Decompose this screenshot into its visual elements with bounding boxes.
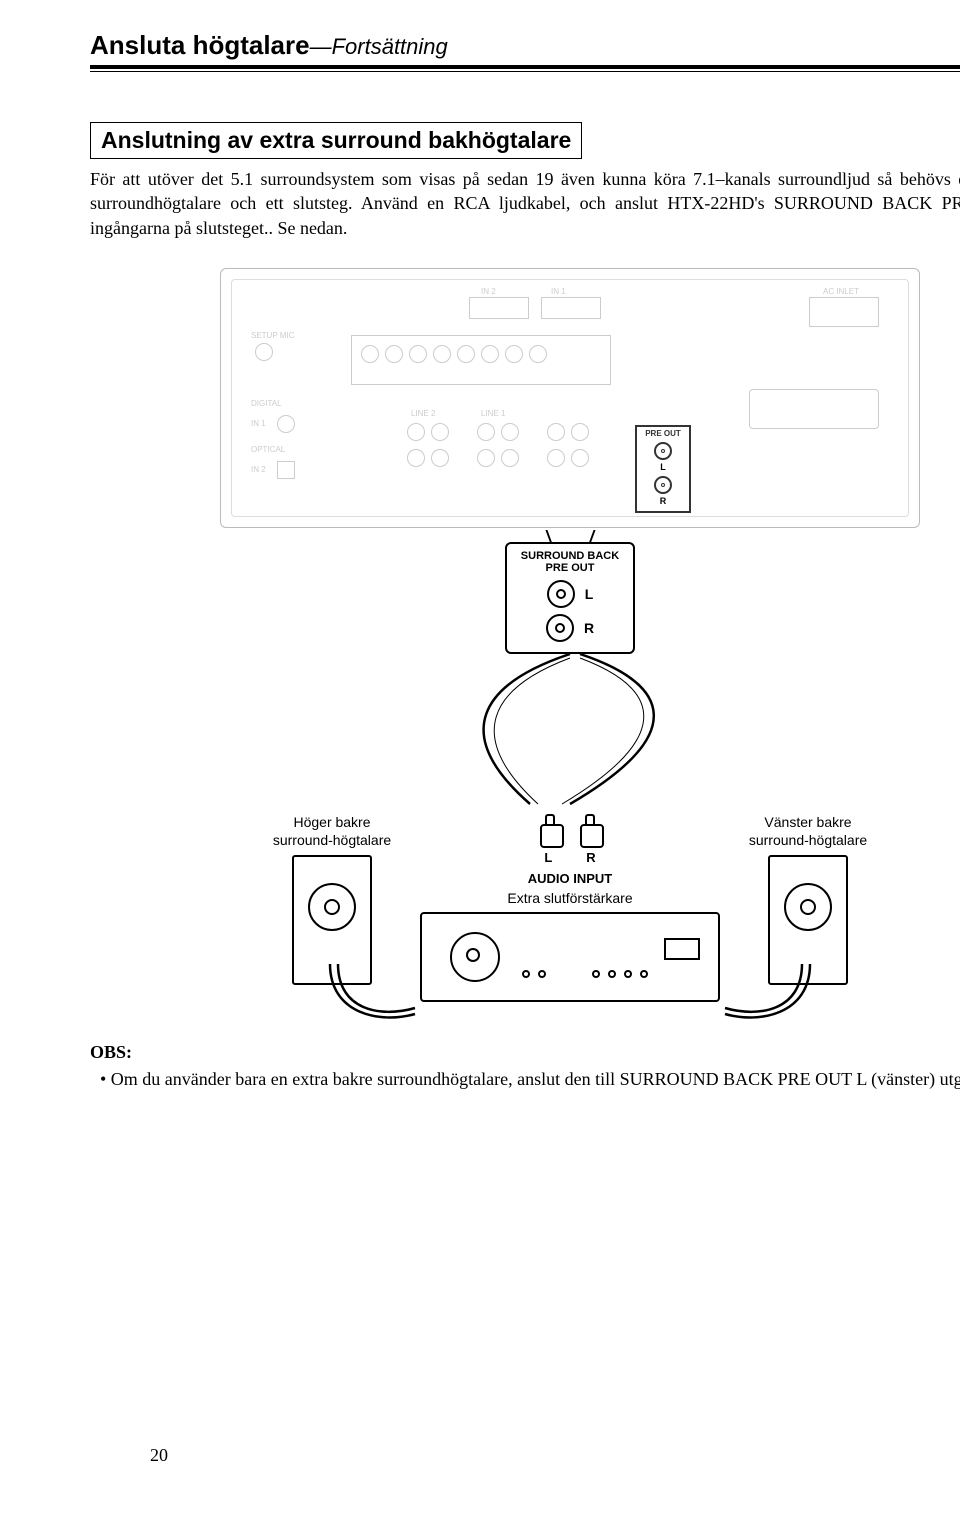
rca-jack-icon (547, 423, 565, 441)
panel-label: DIGITAL (251, 399, 282, 408)
amp-knob-icon (466, 948, 480, 962)
amp-label: Extra slutförstärkare (507, 890, 632, 906)
diagram: IN 2 IN 1 AC INLET SETUP MIC (90, 268, 960, 1002)
rca-jack-icon (407, 423, 425, 441)
rca-jack-icon (477, 423, 495, 441)
hdmi-port-icon (469, 297, 529, 319)
amp-icon (420, 912, 720, 1002)
panel-label: IN 1 (251, 419, 266, 428)
callout-title-line1: SURROUND BACK (513, 550, 627, 562)
obs-text: • Om du använder bara en extra bakre sur… (90, 1067, 960, 1091)
obs-heading: OBS: (90, 1042, 960, 1063)
preout-panel-title: PRE OUT (637, 427, 689, 438)
page: Ansluta högtalare—Fortsättning Anslutnin… (90, 30, 960, 1490)
terminal-icon (529, 345, 547, 363)
jack-icon (255, 343, 273, 361)
rca-jack-icon (547, 449, 565, 467)
terminal-icon (505, 345, 523, 363)
page-title-continuation: —Fortsättning (310, 34, 448, 59)
header-rule (90, 71, 960, 72)
page-number: 20 (150, 1445, 168, 1466)
terminal-icon (433, 345, 451, 363)
panel-label: SETUP MIC (251, 331, 294, 340)
amp-button-icon (624, 970, 632, 978)
cable-icon (420, 654, 720, 814)
page-header: Ansluta högtalare—Fortsättning (90, 30, 960, 69)
info-box-icon (749, 389, 879, 429)
panel-label: IN 2 (251, 465, 266, 474)
plug-label-l: L (544, 850, 552, 865)
amp-column: L R AUDIO INPUT Extra slutförstärkare (410, 814, 730, 1002)
preout-ch-r: R (637, 496, 689, 506)
section-body: För att utöver det 5.1 surroundsystem so… (90, 167, 960, 240)
callout-leader-lines (530, 530, 610, 544)
callout-jack-r-icon (546, 614, 574, 642)
rca-jack-icon (431, 449, 449, 467)
rca-plug-r-icon (580, 814, 600, 848)
terminal-icon (361, 345, 379, 363)
rca-jack-icon (501, 449, 519, 467)
panel-label: IN 1 (551, 287, 566, 296)
rca-plugs (540, 814, 600, 848)
preout-jack-r-icon (654, 476, 672, 494)
jack-icon (277, 415, 295, 433)
panel-label: IN 2 (481, 287, 496, 296)
amp-button-icon (640, 970, 648, 978)
amp-button-icon (592, 970, 600, 978)
section-title: Anslutning av extra surround bakhögtalar… (90, 122, 582, 159)
callout-title-line2: PRE OUT (513, 562, 627, 574)
amp-button-icon (538, 970, 546, 978)
callout-ch-r: R (584, 620, 594, 636)
panel-label: OPTICAL (251, 445, 285, 454)
terminal-icon (385, 345, 403, 363)
rca-jack-icon (431, 423, 449, 441)
page-title: Ansluta högtalare (90, 30, 310, 60)
callout-jack-l-icon (547, 580, 575, 608)
ac-inlet-icon (809, 297, 879, 327)
obs-block: OBS: • Om du använder bara en extra bakr… (90, 1042, 960, 1091)
rca-jack-icon (501, 423, 519, 441)
right-speaker-icon (768, 855, 848, 985)
amp-display-icon (664, 938, 700, 960)
section: Anslutning av extra surround bakhögtalar… (90, 122, 960, 240)
left-speaker-icon (292, 855, 372, 985)
amp-speaker-row: Höger bakre surround-högtalare L R AUDIO… (220, 814, 920, 1002)
left-speaker-column: Höger bakre surround-högtalare (272, 814, 392, 985)
rca-jack-icon (571, 449, 589, 467)
preout-ch-l: L (637, 462, 689, 472)
terminal-icon (457, 345, 475, 363)
panel-label: LINE 1 (481, 409, 505, 418)
plug-label-r: R (586, 850, 595, 865)
hdmi-port-icon (541, 297, 601, 319)
amp-button-icon (522, 970, 530, 978)
preout-panel-box: PRE OUT L R (635, 425, 691, 513)
amp-button-icon (608, 970, 616, 978)
preout-callout: SURROUND BACK PRE OUT L R (505, 542, 635, 654)
preout-jack-l-icon (654, 442, 672, 460)
rear-panel: IN 2 IN 1 AC INLET SETUP MIC (220, 268, 920, 528)
callout-ch-l: L (585, 586, 594, 602)
rca-jack-icon (571, 423, 589, 441)
left-speaker-label: Höger bakre surround-högtalare (272, 814, 392, 849)
rca-jack-icon (477, 449, 495, 467)
terminal-icon (481, 345, 499, 363)
right-speaker-column: Vänster bakre surround-högtalare (748, 814, 868, 985)
rca-plug-l-icon (540, 814, 560, 848)
audio-input-label: AUDIO INPUT (528, 871, 613, 886)
optical-port-icon (277, 461, 295, 479)
panel-label: LINE 2 (411, 409, 435, 418)
panel-label: AC INLET (823, 287, 859, 296)
rca-jack-icon (407, 449, 425, 467)
terminal-icon (409, 345, 427, 363)
right-speaker-label: Vänster bakre surround-högtalare (748, 814, 868, 849)
